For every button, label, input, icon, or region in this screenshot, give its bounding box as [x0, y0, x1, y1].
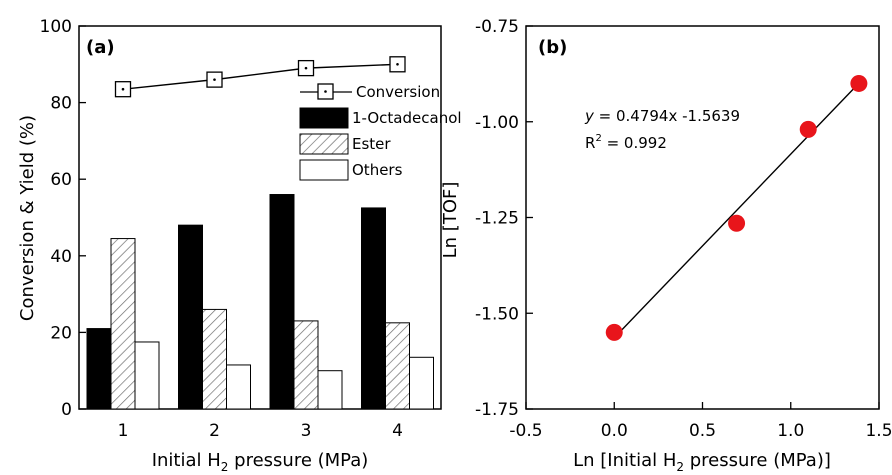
- x-tick-label: 2: [209, 421, 220, 441]
- y-tick-label: 20: [50, 323, 72, 343]
- x-tick-label: 1.0: [777, 421, 804, 441]
- y-tick-label: -1.25: [475, 209, 519, 229]
- panel-a-y-axis: 0 20 40 60 80 100: [40, 17, 86, 420]
- legend-item-ester: Ester: [299, 133, 391, 155]
- y-tick-label: 0: [61, 400, 72, 420]
- svg-text:Conversion: Conversion: [356, 83, 440, 101]
- panel-b-x-axis: -0.5 0.0 0.5 1.0 1.5: [509, 402, 892, 441]
- conversion-point-dot: [121, 87, 125, 91]
- legend-item-conversion: Conversion: [300, 83, 440, 101]
- data-point: [850, 74, 868, 92]
- data-point: [728, 214, 746, 232]
- panel-a-label: (a): [86, 37, 115, 58]
- bar-ester: [385, 322, 410, 410]
- svg-text:Ester: Ester: [352, 135, 391, 153]
- panel-a-frame: [78, 25, 442, 410]
- svg-text:1-Octadecanol: 1-Octadecanol: [352, 109, 462, 127]
- panel-b-fit-line: [613, 82, 860, 339]
- y-tick-label: 100: [40, 17, 72, 37]
- conversion-point-dot: [213, 78, 216, 81]
- x-tick-label: 1.5: [865, 421, 892, 441]
- legend-item-1-octadecanol: 1-Octadecanol: [299, 107, 462, 129]
- bar-others: [226, 364, 251, 410]
- legend-item-others: Others: [299, 159, 403, 181]
- bar-others: [134, 341, 160, 410]
- data-point: [799, 120, 817, 138]
- regression-line: [613, 82, 860, 339]
- x-tick-label: 0.0: [601, 421, 628, 441]
- panel-a: (a) 0 20 40 60 80 100 1 2 3 4 Conversion & Yield…: [17, 17, 462, 474]
- bar-ester: [110, 238, 136, 410]
- panel-b: (b) -0.75 -1.00 -1.25 -1.50 -1.75 -0.5 0.0 0.5…: [440, 17, 892, 474]
- panel-b-y-axis-title: Ln [TOF]: [440, 182, 461, 259]
- bar-others: [317, 370, 343, 410]
- conversion-point-dot: [304, 66, 308, 70]
- bar-1-octadecanol: [269, 194, 295, 410]
- bar-others: [409, 356, 434, 410]
- y-tick-label: 60: [50, 170, 72, 190]
- panel-a-x-axis-title: Initial H2 pressure (MPa): [152, 450, 369, 474]
- panel-b-y-axis: -0.75 -1.00 -1.25 -1.50 -1.75: [475, 17, 533, 420]
- data-point: [605, 323, 623, 341]
- bar-ester: [293, 320, 319, 410]
- svg-text:Others: Others: [352, 161, 403, 179]
- fit-r-squared: R2 = 0.992: [585, 133, 667, 152]
- x-tick-label: -0.5: [509, 421, 542, 441]
- panel-b-points: [605, 74, 868, 341]
- panel-a-legend: Conversion 1-Octadecanol Ester Others: [299, 83, 462, 181]
- y-tick-label: -1.50: [475, 304, 519, 324]
- y-tick-label: -1.00: [475, 113, 519, 133]
- y-tick-label: 40: [50, 247, 72, 267]
- panel-b-frame: [525, 25, 880, 410]
- x-tick-label: 1: [118, 421, 129, 441]
- panel-a-y-axis-title: Conversion & Yield (%): [17, 115, 38, 321]
- x-tick-label: 0.5: [689, 421, 716, 441]
- panel-b-x-axis-title: Ln [Initial H2 pressure (MPa)]: [573, 450, 831, 474]
- panel-a-bars: [86, 194, 434, 410]
- y-tick-label: 80: [50, 94, 72, 114]
- y-tick-label: -0.75: [475, 17, 519, 37]
- panel-b-label: (b): [538, 37, 567, 58]
- bar-1-octadecanol: [86, 328, 112, 410]
- conversion-point-dot: [396, 63, 399, 66]
- x-tick-label: 3: [301, 421, 312, 441]
- panel-a-conversion-series: [114, 56, 406, 98]
- fit-equation: y = 0.4794x -1.5639: [584, 107, 740, 125]
- x-tick-label: 4: [392, 421, 403, 441]
- bar-1-octadecanol: [178, 224, 203, 410]
- conversion-line: [122, 63, 398, 90]
- bar-1-octadecanol: [361, 207, 386, 410]
- bar-ester: [202, 308, 227, 410]
- y-tick-label: -1.75: [475, 400, 519, 420]
- panel-a-x-axis: 1 2 3 4: [118, 402, 403, 441]
